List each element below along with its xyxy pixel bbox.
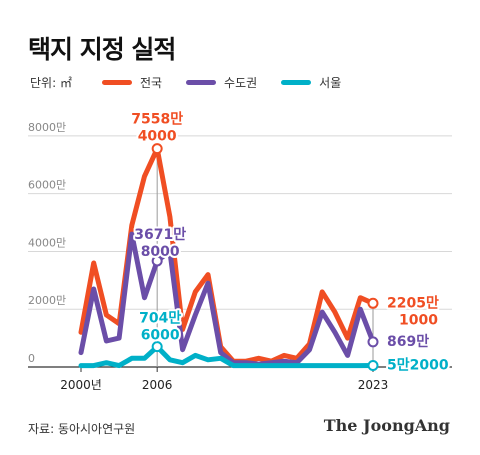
legend-item-capital-area: 수도권 — [186, 74, 257, 91]
legend-label-seoul: 서울 — [319, 75, 342, 90]
y-tick-label-0: 0 — [28, 352, 35, 365]
data-label-capital-area-2023: 869만 — [387, 334, 429, 350]
publisher-logo: The JoongAng — [323, 416, 450, 435]
marker-capital-area-2006 — [151, 255, 163, 267]
marker-nationwide-2023 — [367, 297, 379, 309]
series-line-seoul — [78, 344, 376, 369]
legend: 단위: ㎡ 전국 수도권 서울 — [30, 72, 365, 92]
y-tick-label-4000: 4000만 — [28, 236, 66, 249]
data-label-line2-capital-area-2006: 8000 — [141, 244, 180, 260]
x-tick-label-2006: 2006 — [142, 378, 173, 392]
data-label-line2-seoul-2006: 6000 — [141, 328, 180, 344]
y-tick-label-6000: 6000만 — [28, 179, 66, 192]
legend-label-capital-area: 수도권 — [224, 75, 258, 90]
legend-label-nationwide: 전국 — [139, 75, 163, 90]
data-label-nationwide-2006: 7558만 — [131, 112, 183, 128]
marker-capital-area-2023 — [367, 336, 379, 348]
legend-swatch-nationwide — [101, 79, 132, 85]
marker-seoul-2006 — [151, 341, 163, 353]
y-tick-label-2000: 2000만 — [28, 294, 66, 307]
legend-item-nationwide: 전국 — [101, 74, 163, 91]
x-tick-label-2000: 2000년 — [60, 378, 102, 392]
data-label-nationwide-2023: 2205만 — [387, 295, 439, 311]
data-label-line2-nationwide-2023: 1000 — [399, 312, 438, 328]
series-line-nationwide — [78, 146, 376, 364]
chart-title: 택지 지정 실적 — [28, 35, 176, 64]
series-line-capital-area — [78, 231, 376, 367]
data-label-seoul-2023: 5만2000 — [387, 357, 449, 373]
x-tick-label-2023: 2023 — [358, 378, 389, 392]
data-label-capital-area-2006: 3671만 — [134, 227, 186, 243]
marker-seoul-2023 — [367, 359, 379, 371]
data-label-seoul-2006: 704만 — [139, 311, 181, 327]
source-note: 자료: 동아시아연구원 — [28, 422, 136, 436]
marker-nationwide-2006 — [151, 143, 163, 155]
legend-item-seoul: 서울 — [281, 74, 341, 91]
legend-swatch-capital-area — [186, 79, 217, 85]
legend-swatch-seoul — [281, 79, 312, 85]
y-tick-label-8000: 8000만 — [28, 121, 66, 134]
unit-label: 단위: ㎡ — [30, 75, 72, 90]
data-label-line2-nationwide-2006: 4000 — [138, 129, 177, 145]
